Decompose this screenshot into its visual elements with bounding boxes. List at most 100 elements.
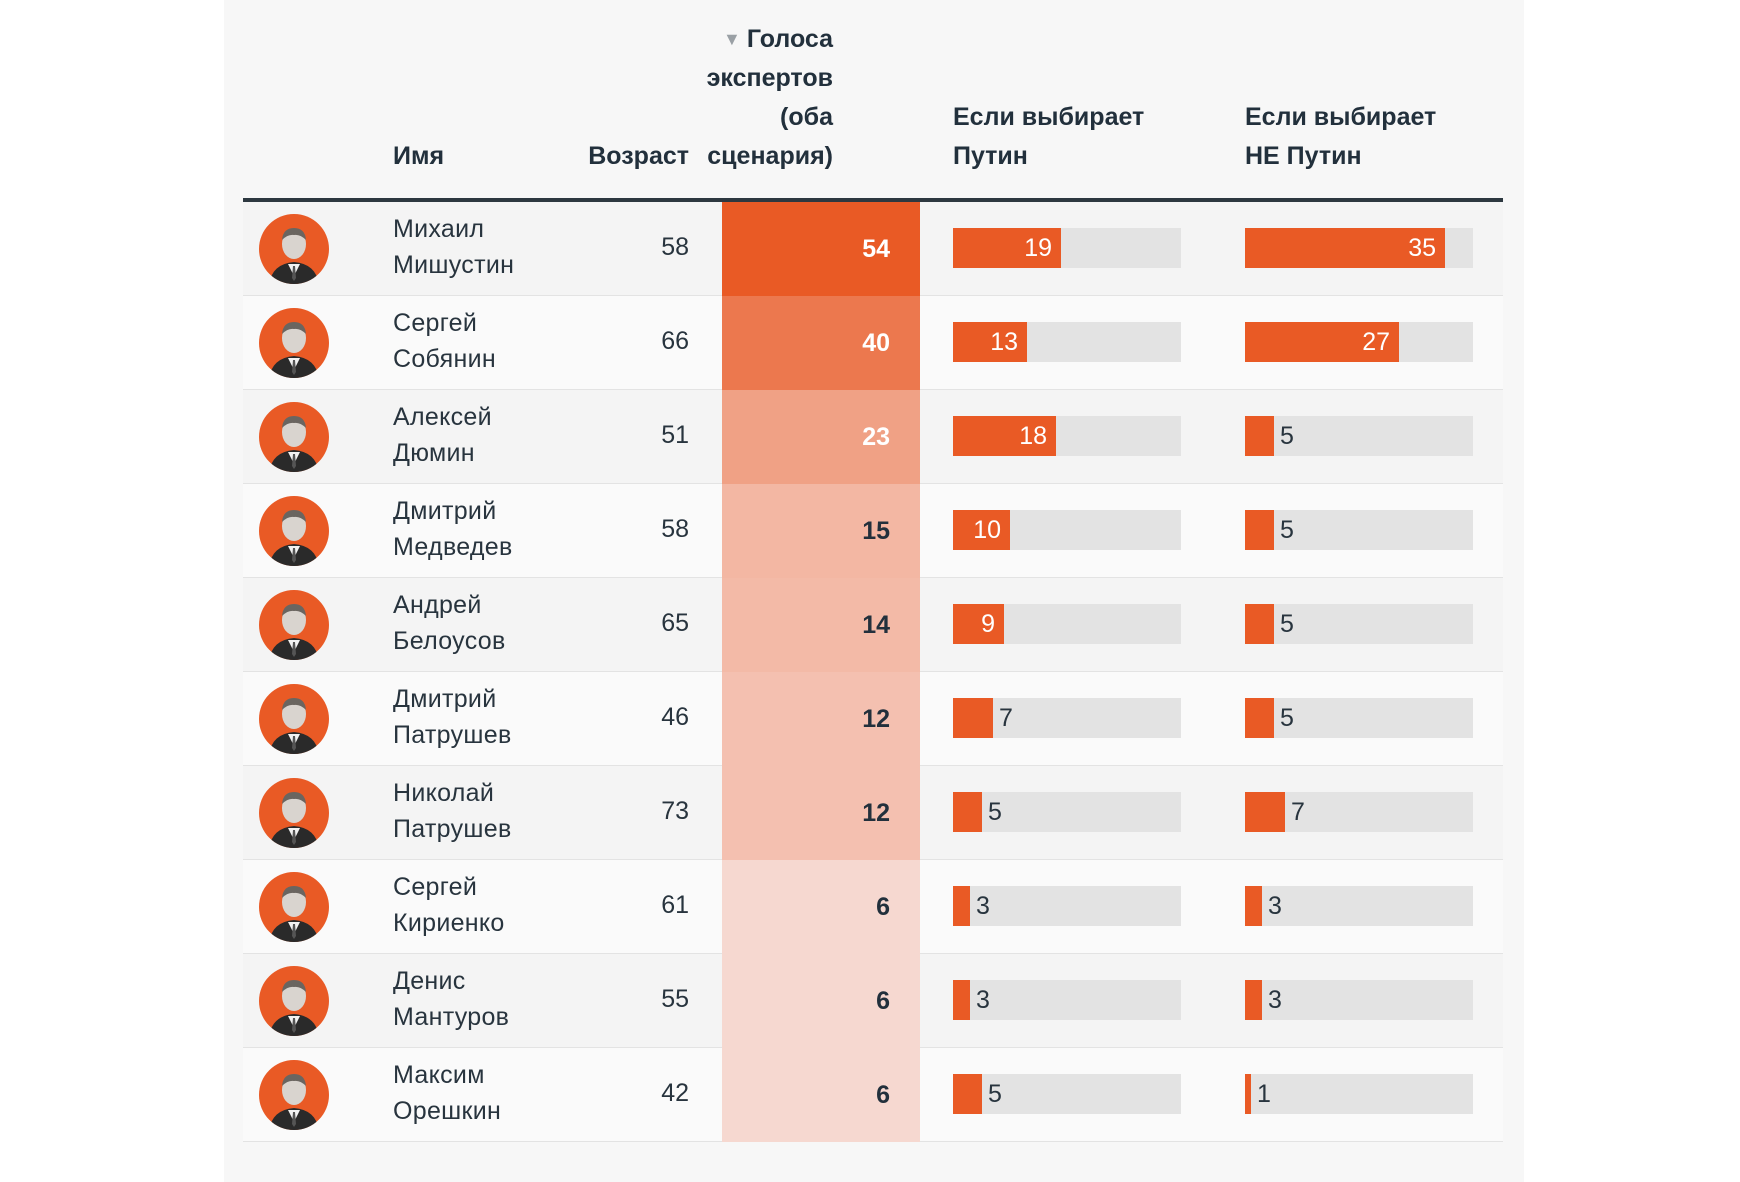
table-row: Алексей Дюмин 51 23 18 5 (243, 390, 1503, 484)
candidate-last-name: Патрушев (393, 721, 512, 749)
candidate-last-name: Мишустин (393, 251, 515, 279)
if_not_putin-bar (1245, 886, 1262, 926)
if_putin-bar-track: 3 (953, 980, 1181, 1020)
table-row: Денис Мантуров 55 6 3 3 (243, 954, 1503, 1048)
if_not_putin-bar-track: 35 (1245, 228, 1473, 268)
if_putin-data-label: 5 (988, 798, 1002, 826)
table-row: Андрей Белоусов 65 14 9 5 (243, 578, 1503, 672)
if_putin-bar-track: 5 (953, 1074, 1181, 1114)
votes-value: 12 (862, 799, 890, 827)
candidate-last-name: Орешкин (393, 1097, 502, 1125)
column-header-age[interactable]: Возраст (588, 142, 689, 170)
if_not_putin-bar (1245, 322, 1399, 362)
candidate-age: 65 (661, 609, 689, 637)
if_not_putin-bar-track: 5 (1245, 510, 1473, 550)
if_not_putin-bar (1245, 510, 1274, 550)
candidate-first-name: Николай (393, 779, 495, 807)
table-row: Сергей Кириенко 61 6 3 3 (243, 860, 1503, 954)
votes-heat-cell: 40 (722, 296, 920, 390)
if_putin-bar-track: 18 (953, 416, 1181, 456)
table-row: Михаил Мишустин 58 54 19 35 (243, 202, 1503, 296)
votes-value: 6 (876, 987, 890, 1015)
votes-value: 6 (876, 1081, 890, 1109)
candidate-age: 58 (661, 233, 689, 261)
candidate-first-name: Андрей (393, 591, 482, 619)
if_not_putin-bar (1245, 1074, 1251, 1114)
sort-down-triangle-icon[interactable]: ▼ (722, 29, 741, 49)
if_putin-bar (953, 510, 1010, 550)
votes-heat-cell: 23 (722, 390, 920, 484)
votes-heat-cell: 12 (722, 766, 920, 860)
candidate-name: Сергей Кириенко (393, 869, 505, 941)
if_not_putin-bar (1245, 416, 1274, 456)
if_not_putin-bar (1245, 980, 1262, 1020)
candidate-age: 58 (661, 515, 689, 543)
if_not_putin-data-label: 5 (1280, 610, 1294, 638)
if_putin-bar-track: 10 (953, 510, 1181, 550)
candidate-first-name: Дмитрий (393, 497, 497, 525)
if_not_putin-bar (1245, 698, 1274, 738)
if_putin-data-label: 13 (990, 328, 1018, 356)
if_putin-bar-track: 3 (953, 886, 1181, 926)
candidate-age: 73 (661, 797, 689, 825)
person-photo-icon (269, 886, 319, 942)
table-row: Дмитрий Патрушев 46 12 7 5 (243, 672, 1503, 766)
person-photo-icon (269, 980, 319, 1036)
if_putin-data-label: 5 (988, 1080, 1002, 1108)
person-photo-icon (269, 510, 319, 566)
if_putin-bar-track: 9 (953, 604, 1181, 644)
person-photo-icon (269, 698, 319, 754)
candidate-first-name: Алексей (393, 403, 492, 431)
if_putin-data-label: 19 (1024, 234, 1052, 262)
if_not_putin-bar-track: 27 (1245, 322, 1473, 362)
if_putin-bar-track: 7 (953, 698, 1181, 738)
column-header-votes[interactable]: ▼ Голоса экспертов (оба сценария) (683, 20, 833, 176)
candidate-age: 66 (661, 327, 689, 355)
if_not_putin-data-label: 3 (1268, 986, 1282, 1014)
votes-heat-cell: 54 (722, 202, 920, 296)
candidates-table: Имя Возраст ▼ Голоса экспертов (оба сцена… (243, 0, 1503, 1142)
candidate-first-name: Максим (393, 1061, 485, 1089)
candidate-age: 51 (661, 421, 689, 449)
votes-value: 14 (862, 611, 890, 639)
table-row: Максим Орешкин 42 6 5 1 (243, 1048, 1503, 1142)
candidate-last-name: Патрушев (393, 815, 512, 843)
avatar (259, 684, 329, 754)
person-photo-icon (269, 416, 319, 472)
candidate-age: 55 (661, 985, 689, 1013)
column-header-if-not-putin[interactable]: Если выбирает НЕ Путин (1245, 103, 1437, 170)
candidate-name: Дмитрий Медведев (393, 493, 513, 565)
column-header-name[interactable]: Имя (393, 142, 445, 170)
candidate-last-name: Медведев (393, 533, 513, 561)
if_putin-bar (953, 792, 982, 832)
candidate-first-name: Сергей (393, 309, 478, 337)
if_not_putin-bar-track: 1 (1245, 1074, 1473, 1114)
votes-value: 54 (862, 235, 890, 263)
if_putin-bar (953, 228, 1061, 268)
votes-value: 23 (862, 423, 890, 451)
avatar (259, 214, 329, 284)
person-photo-icon (269, 322, 319, 378)
if_not_putin-data-label: 27 (1362, 328, 1390, 356)
person-photo-icon (269, 792, 319, 848)
avatar (259, 308, 329, 378)
person-photo-icon (269, 228, 319, 284)
if_putin-data-label: 3 (976, 986, 990, 1014)
candidate-age: 42 (661, 1079, 689, 1107)
candidate-name: Алексей Дюмин (393, 399, 492, 471)
candidate-last-name: Мантуров (393, 1003, 510, 1031)
if_putin-bar (953, 980, 970, 1020)
avatar (259, 402, 329, 472)
if_putin-bar-track: 19 (953, 228, 1181, 268)
if_not_putin-bar (1245, 604, 1274, 644)
candidate-name: Андрей Белоусов (393, 587, 506, 659)
if_putin-bar-track: 13 (953, 322, 1181, 362)
table-row: Сергей Собянин 66 40 13 27 (243, 296, 1503, 390)
candidate-age: 46 (661, 703, 689, 731)
if_not_putin-data-label: 1 (1257, 1080, 1271, 1108)
if_putin-data-label: 7 (999, 704, 1013, 732)
candidate-name: Максим Орешкин (393, 1057, 501, 1129)
column-header-if-putin[interactable]: Если выбирает Путин (953, 103, 1145, 170)
candidate-last-name: Дюмин (393, 439, 475, 467)
person-photo-icon (269, 604, 319, 660)
